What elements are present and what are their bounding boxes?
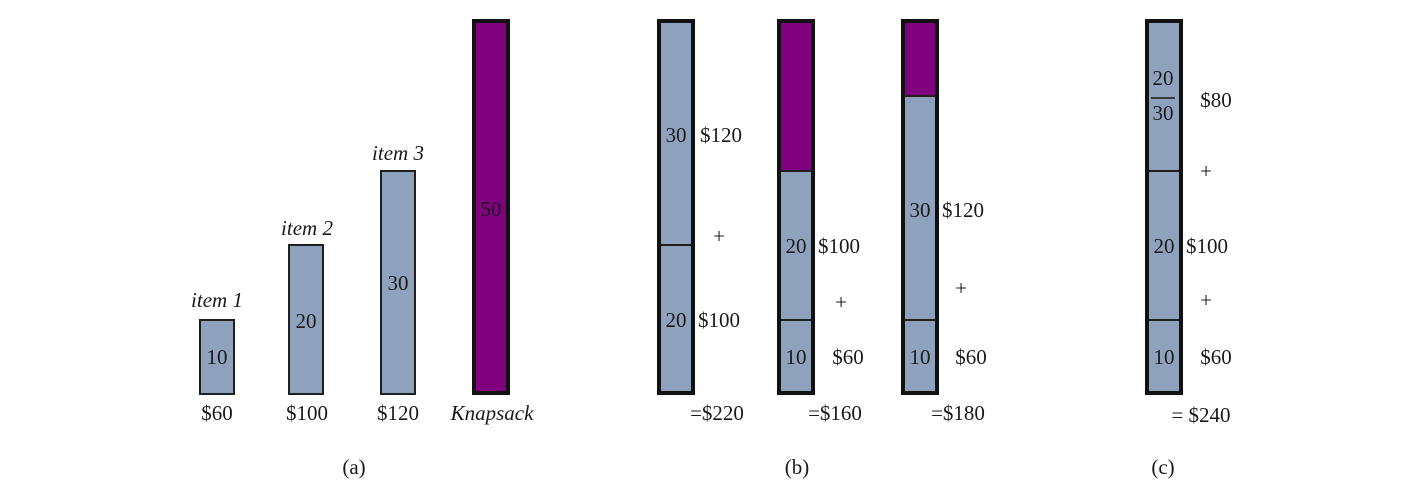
caption-c: (c) [1151,455,1174,479]
solution-2-plus: + [835,290,847,314]
item-3-value: $120 [377,401,419,425]
solution-1-plus: + [713,224,725,248]
panel-a: item 1 10 $60 item 2 20 $100 item 3 30 $… [191,19,535,479]
fractional-frame [1145,19,1183,395]
knapsack-frame [472,19,510,395]
item-3-weight: 30 [388,271,409,295]
fraction-denominator: 30 [1153,101,1174,125]
solution-2-value-1: $100 [818,234,860,258]
fractional-total: = $240 [1171,403,1230,427]
solution-3-value-1: $120 [942,198,984,222]
fraction-value: $80 [1200,88,1232,112]
item-3-bar [380,170,416,395]
solution-3-weight-1: 30 [910,198,931,222]
item-1-label: item 1 [191,288,243,312]
segment-1-weight: 20 [1154,234,1175,258]
solution-2-weight-1: 20 [786,234,807,258]
item-2-label: item 2 [281,216,333,240]
solution-3-fill [903,96,937,393]
knapsack: 50 Knapsack [450,19,535,425]
plus-2: + [1200,288,1212,312]
solution-1-value-2: $100 [698,308,740,332]
solution-2-frame [777,19,815,395]
solution-2-value-2: $60 [832,345,864,369]
panel-c: 20 30 $80 + 20 $100 + 10 $60 = $240 (c) [1145,19,1232,479]
solution-2-fill [779,171,813,393]
item-3: item 3 30 $120 [372,141,424,425]
fractional-fill [1147,21,1181,393]
item-2-bar [288,244,324,395]
panel-b: 30 $120 + 20 $100 =$220 20 $100 + 10 $60… [657,19,987,479]
caption-a: (a) [342,455,365,479]
caption-b: (b) [785,455,810,479]
item-1-value: $60 [201,401,233,425]
item-3-label: item 3 [372,141,424,165]
solution-2: 20 $100 + 10 $60 =$160 [777,19,864,425]
solution-3-empty-space [903,21,937,96]
segment-2-weight: 10 [1154,345,1175,369]
item-1: item 1 10 $60 [191,288,243,425]
solution-1-value-1: $120 [700,123,742,147]
solution-3: 30 $120 + 10 $60 =$180 [901,19,987,425]
solution-2-weight-2: 10 [786,345,807,369]
segment-2-value: $60 [1200,345,1232,369]
item-1-weight: 10 [207,345,228,369]
item-2: item 2 20 $100 [281,216,333,425]
solution-3-value-2: $60 [955,345,987,369]
solution-2-total: =$160 [808,401,862,425]
item-2-weight: 20 [296,309,317,333]
solution-1-fill [659,21,693,393]
plus-1: + [1200,159,1212,183]
item-2-value: $100 [286,401,328,425]
solution-1-weight-1: 30 [666,123,687,147]
solution-3-weight-2: 10 [910,345,931,369]
knapsack-capacity: 50 [481,197,502,221]
solution-1-total: =$220 [690,401,744,425]
item-1-bar [199,319,235,395]
solution-3-frame [901,19,939,395]
solution-3-plus: + [955,276,967,300]
solution-1-weight-2: 20 [666,308,687,332]
knapsack-label: Knapsack [450,401,535,425]
knapsack-space [474,21,508,393]
fraction-numerator: 20 [1153,66,1174,90]
solution-1-frame [657,19,695,395]
solution-1: 30 $120 + 20 $100 =$220 [657,19,744,425]
solution-2-empty-space [779,21,813,171]
segment-1-value: $100 [1186,234,1228,258]
solution-3-total: =$180 [931,401,985,425]
